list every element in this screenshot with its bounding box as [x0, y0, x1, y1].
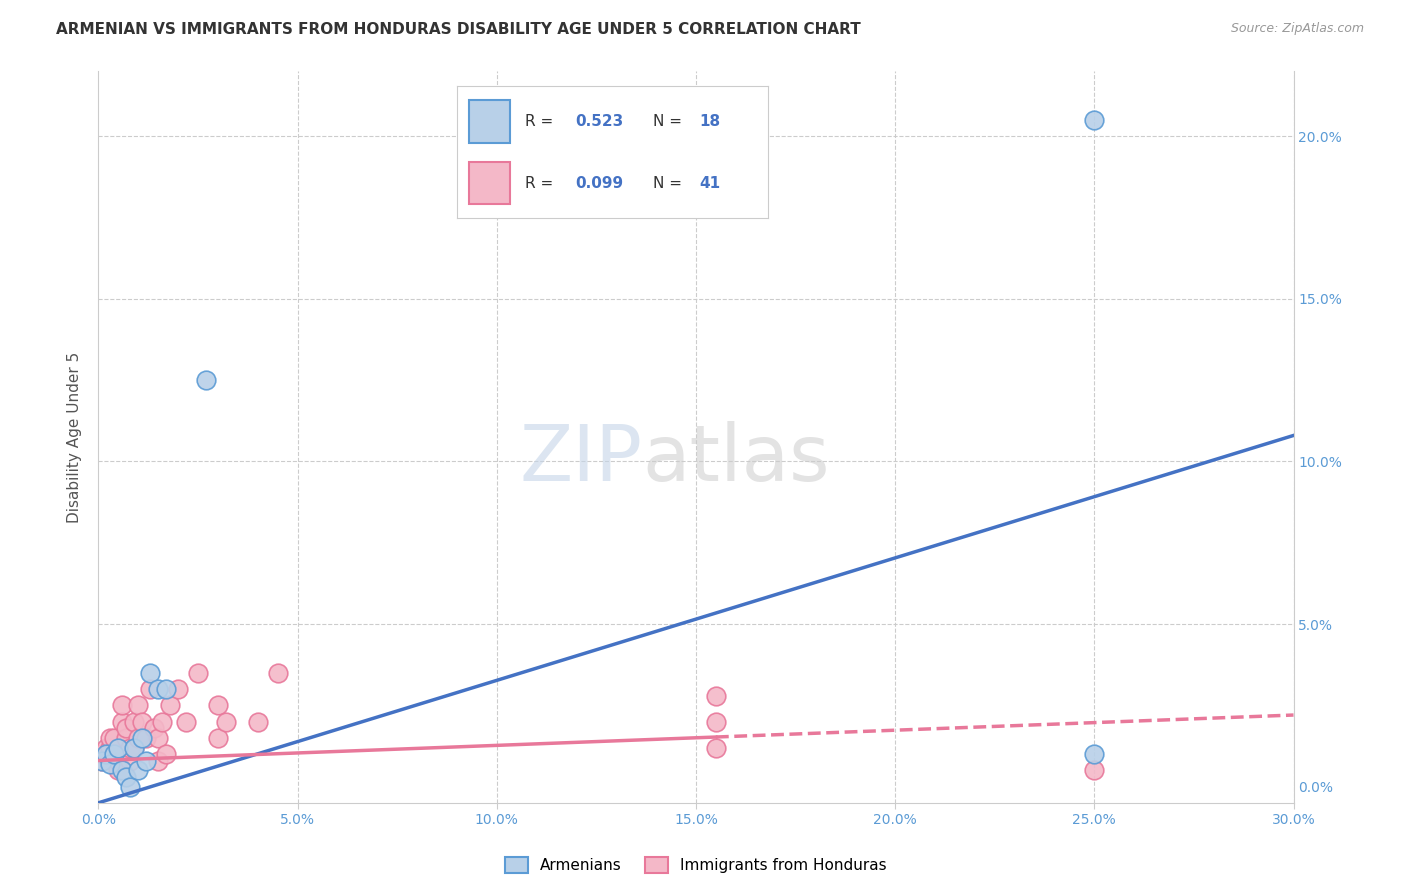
Point — [167, 681, 190, 696]
Point — [174, 714, 197, 729]
Point — [135, 731, 157, 745]
Point — [131, 714, 153, 729]
Point — [207, 698, 229, 713]
Point — [127, 731, 149, 745]
Text: atlas: atlas — [643, 421, 830, 497]
Point — [103, 731, 125, 745]
Point — [124, 740, 146, 755]
Point — [704, 689, 727, 703]
Point — [148, 681, 170, 696]
Point — [704, 714, 727, 729]
Point — [131, 731, 153, 745]
Point — [124, 714, 146, 729]
Point — [100, 756, 122, 771]
Point — [150, 714, 173, 729]
Point — [100, 740, 122, 755]
Point — [1083, 747, 1105, 761]
Point — [120, 754, 142, 768]
Point — [115, 731, 138, 745]
Point — [115, 770, 138, 784]
Point — [155, 747, 177, 761]
Point — [91, 747, 114, 761]
Text: ZIP: ZIP — [519, 421, 643, 497]
Point — [111, 764, 134, 778]
Point — [111, 714, 134, 729]
Point — [107, 764, 129, 778]
Point — [107, 754, 129, 768]
Point — [139, 665, 162, 680]
Point — [148, 731, 170, 745]
Point — [115, 721, 138, 735]
Point — [1083, 764, 1105, 778]
Point — [103, 747, 125, 761]
Point — [195, 373, 218, 387]
Point — [96, 740, 118, 755]
Point — [120, 740, 142, 755]
Point — [246, 714, 269, 729]
Point — [96, 747, 118, 761]
Point — [1083, 113, 1105, 128]
Y-axis label: Disability Age Under 5: Disability Age Under 5 — [67, 351, 83, 523]
Point — [91, 754, 114, 768]
Text: Source: ZipAtlas.com: Source: ZipAtlas.com — [1230, 22, 1364, 36]
Point — [267, 665, 290, 680]
Point — [127, 698, 149, 713]
Point — [107, 740, 129, 755]
Point — [91, 754, 114, 768]
Point — [704, 740, 727, 755]
Point — [103, 747, 125, 761]
Point — [127, 764, 149, 778]
Point — [207, 731, 229, 745]
Point — [135, 754, 157, 768]
Point — [143, 721, 166, 735]
Point — [215, 714, 238, 729]
Point — [111, 698, 134, 713]
Point — [155, 681, 177, 696]
Point — [124, 740, 146, 755]
Legend: Armenians, Immigrants from Honduras: Armenians, Immigrants from Honduras — [499, 851, 893, 880]
Point — [96, 747, 118, 761]
Text: ARMENIAN VS IMMIGRANTS FROM HONDURAS DISABILITY AGE UNDER 5 CORRELATION CHART: ARMENIAN VS IMMIGRANTS FROM HONDURAS DIS… — [56, 22, 860, 37]
Point — [100, 731, 122, 745]
Point — [187, 665, 209, 680]
Point — [159, 698, 181, 713]
Point — [120, 780, 142, 794]
Point — [139, 681, 162, 696]
Point — [148, 754, 170, 768]
